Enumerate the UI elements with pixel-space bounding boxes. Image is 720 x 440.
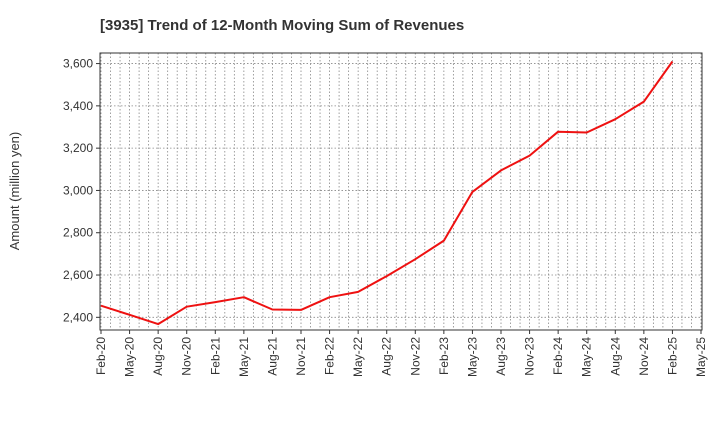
x-tick-label: Nov-24 <box>637 337 651 376</box>
plot-frame <box>99 52 703 331</box>
x-tick-label: Aug-20 <box>151 337 165 376</box>
y-tick-label: 3,200 <box>63 141 93 155</box>
y-tick-label: 3,000 <box>63 183 93 197</box>
x-tick-label: May-25 <box>694 337 708 377</box>
grid-lines <box>100 53 702 330</box>
x-tick-label: Aug-23 <box>494 337 508 376</box>
series-layer <box>100 60 674 326</box>
plot-area <box>100 53 702 330</box>
x-tick-label: May-23 <box>465 337 479 377</box>
x-tick-label: Feb-22 <box>323 337 337 375</box>
x-tick-label: May-20 <box>123 337 137 377</box>
x-tick-label: Aug-24 <box>608 337 622 376</box>
series-line <box>100 60 674 326</box>
x-tick-label: Aug-21 <box>265 337 279 376</box>
x-tick-label: May-21 <box>237 337 251 377</box>
x-tick-label: Nov-20 <box>180 337 194 376</box>
x-tick-label: Aug-22 <box>380 337 394 376</box>
x-tick-label: Feb-20 <box>94 337 108 375</box>
x-tick-label: Feb-23 <box>437 337 451 375</box>
y-tick-label: 2,800 <box>63 226 93 240</box>
x-tick-label: May-24 <box>580 337 594 377</box>
x-tick-label: Nov-23 <box>523 337 537 376</box>
y-tick-label: 2,600 <box>63 268 93 282</box>
x-tick-label: Feb-21 <box>208 337 222 375</box>
x-tick-label: Feb-25 <box>665 337 679 375</box>
x-tick-label: Feb-24 <box>551 337 565 375</box>
x-tick-label: Nov-22 <box>408 337 422 376</box>
x-tick-label: May-22 <box>351 337 365 377</box>
y-axis-ticks: 2,400 2,600 2,800 3,000 3,200 3,400 3,600 <box>63 57 100 324</box>
y-tick-label: 3,400 <box>63 99 93 113</box>
y-axis-label: Amount (million yen) <box>7 132 22 251</box>
x-axis-ticks: Feb-20 May-20 Aug-20 Nov-20 Feb-21 May-21 Aug-… <box>94 330 708 377</box>
y-tick-label: 2,400 <box>63 310 93 324</box>
chart-title: [3935] Trend of 12-Month Moving Sum of R… <box>100 17 464 34</box>
x-tick-label: Nov-21 <box>294 337 308 376</box>
y-tick-label: 3,600 <box>63 57 93 71</box>
